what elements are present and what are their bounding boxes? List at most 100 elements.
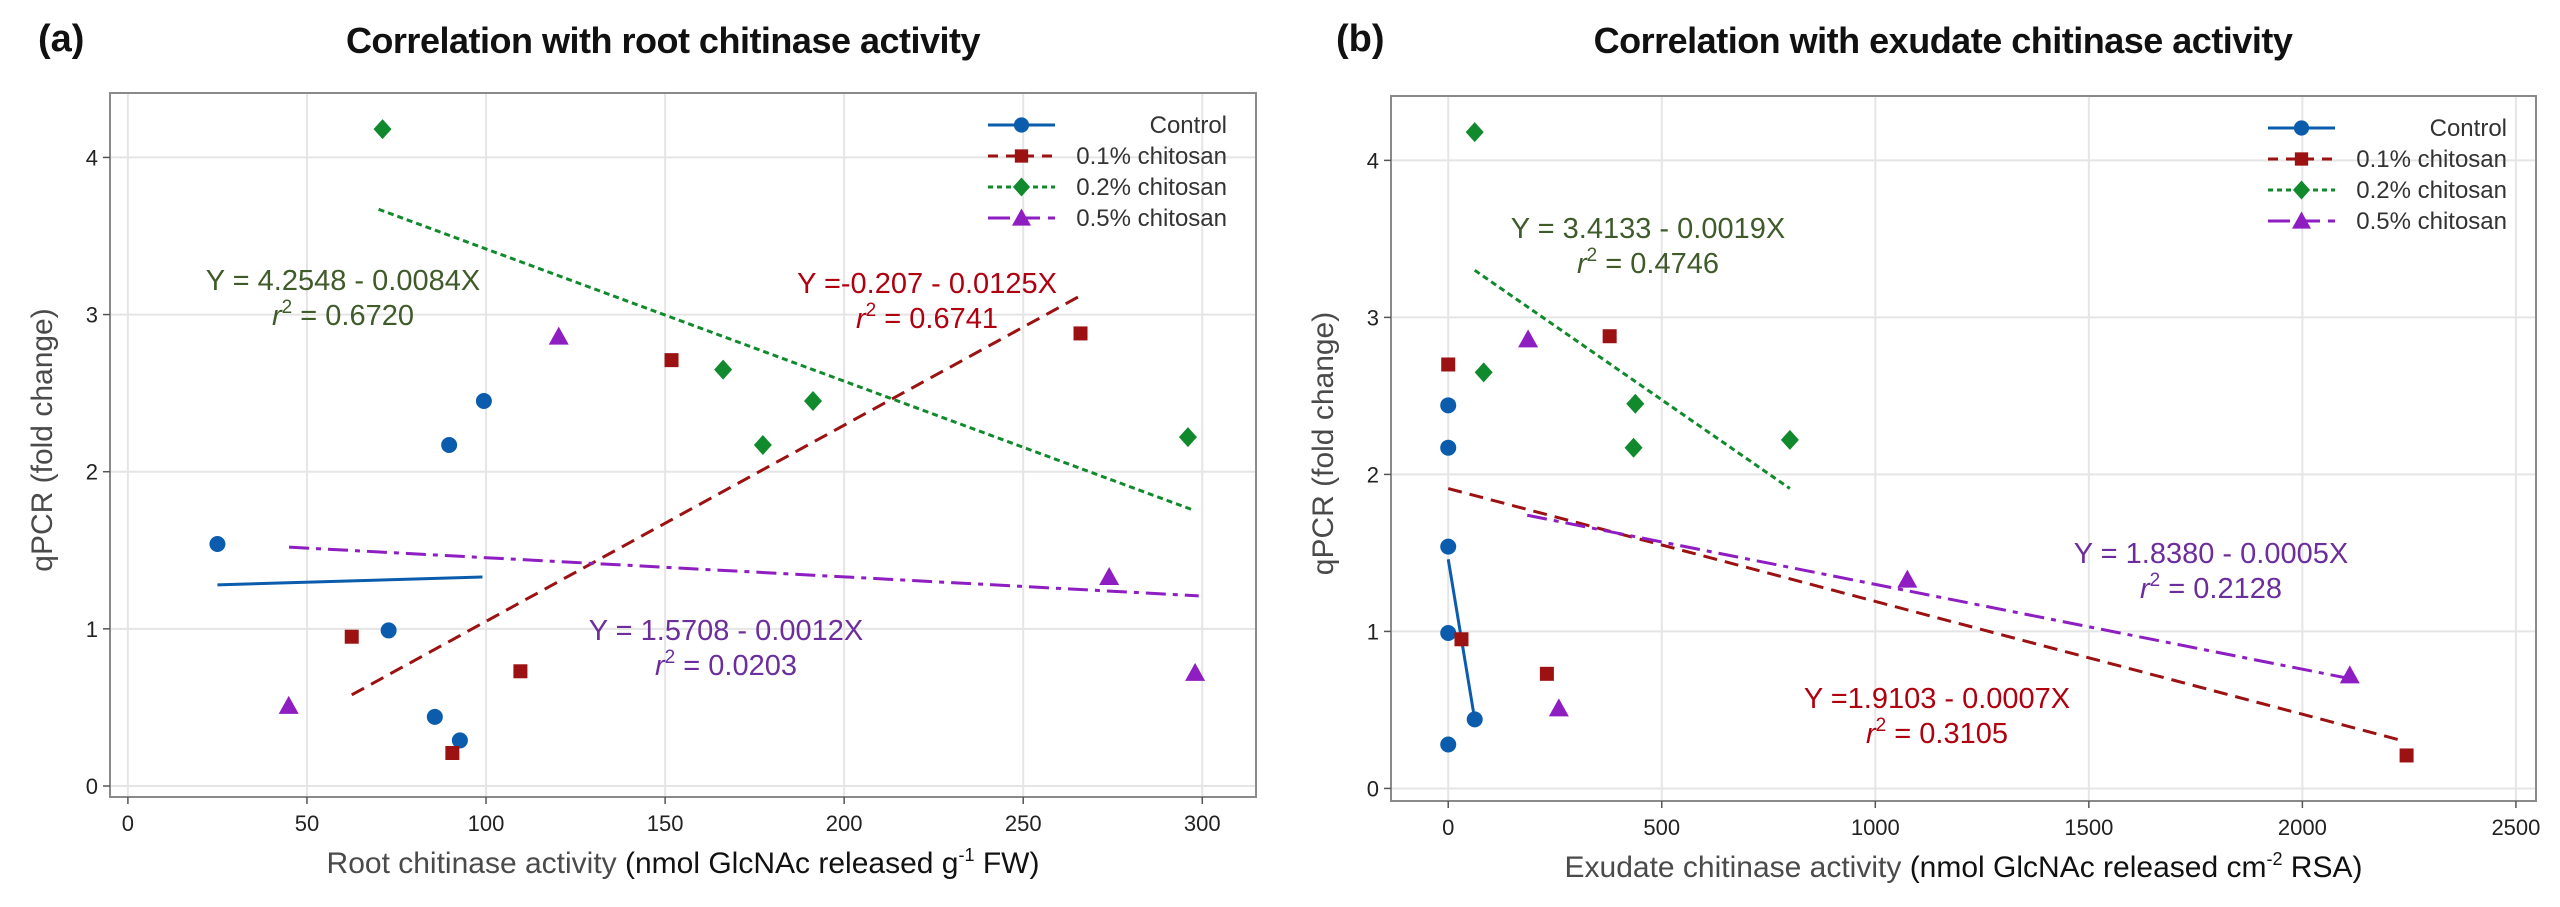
regression-equation: Y = 1.5708 - 0.0012X	[589, 615, 863, 647]
point-control	[1440, 397, 1457, 414]
point-control	[1466, 711, 1483, 728]
y-tick-label: 1	[86, 617, 98, 642]
legend-marker	[1013, 117, 1030, 133]
point-0-5-chitosan	[1518, 329, 1539, 348]
r-squared-label: r2 = 0.3105	[1866, 715, 2008, 750]
legend-label: 0.1% chitosan	[1076, 143, 1227, 170]
point-control	[1440, 736, 1457, 753]
regression-equation: Y = 1.8380 - 0.0005X	[2074, 538, 2348, 570]
point-0-1-chitosan	[664, 353, 679, 368]
r-squared-label: r2 = 0.2128	[2140, 570, 2282, 605]
trendline-0-2-chitosan	[1473, 269, 1791, 490]
point-0-1-chitosan	[445, 746, 460, 760]
legend-label: Control	[2430, 115, 2507, 142]
x-tick-label: 300	[1184, 811, 1221, 836]
point-0-2-chitosan	[803, 391, 822, 411]
point-0-1-chitosan	[2399, 748, 2414, 763]
point-0-2-chitosan	[1178, 427, 1197, 448]
r-squared-label: r2 = 0.4746	[1577, 245, 1719, 280]
legend-marker	[2292, 180, 2311, 200]
r-squared-label: r2 = 0.6741	[856, 300, 998, 335]
x-axis-title: Root chitinase activity (nmol GlcNAc rel…	[327, 845, 1040, 880]
point-control	[209, 536, 226, 552]
legend-label: Control	[1150, 112, 1227, 139]
point-0-5-chitosan	[548, 326, 569, 345]
panel-a-label: (a)	[38, 18, 85, 60]
regression-equation: Y = 3.4133 - 0.0019X	[1511, 213, 1785, 245]
point-0-2-chitosan	[1780, 429, 1799, 450]
x-tick-label: 500	[1643, 815, 1680, 840]
point-0-1-chitosan	[1441, 357, 1456, 372]
x-tick-label: 250	[1005, 811, 1042, 836]
point-control	[451, 732, 468, 749]
legend: Control 0.1% chitosan 0.2% chitosan 0.5% ch…	[988, 112, 1227, 232]
trendline-0-1-chitosan	[351, 294, 1082, 697]
x-tick-label: 150	[647, 811, 684, 836]
point-control	[1440, 538, 1457, 555]
y-tick-label: 3	[1367, 305, 1379, 330]
r-squared-label: r2 = 0.0203	[655, 647, 797, 682]
point-0-1-chitosan	[1602, 329, 1617, 344]
regression-equation: Y =-0.207 - 0.0125X	[797, 268, 1057, 300]
y-tick-label: 2	[86, 460, 98, 485]
regression-equation: Y = 4.2548 - 0.0084X	[206, 265, 480, 297]
point-0-5-chitosan	[2339, 665, 2360, 684]
legend-marker	[1012, 208, 1031, 226]
legend: Control 0.1% chitosan 0.2% chitosan 0.5% ch…	[2268, 115, 2507, 235]
x-tick-label: 100	[468, 811, 505, 836]
point-0-5-chitosan	[1185, 662, 1206, 681]
point-0-1-chitosan	[1454, 632, 1469, 647]
legend-label: 0.1% chitosan	[2356, 146, 2507, 173]
point-0-5-chitosan	[1897, 569, 1918, 588]
y-tick-label: 2	[1367, 462, 1379, 487]
point-0-5-chitosan	[1548, 698, 1569, 717]
point-control	[475, 393, 492, 409]
point-0-1-chitosan	[1539, 666, 1554, 681]
y-axis-title: qPCR (fold change)	[1307, 312, 1340, 575]
y-axis-title: qPCR (fold change)	[26, 308, 59, 571]
x-tick-label: 1000	[1851, 815, 1900, 840]
point-0-5-chitosan	[278, 695, 299, 714]
point-0-1-chitosan	[1073, 326, 1088, 341]
x-axis-title: Exudate chitinase activity (nmol GlcNAc …	[1565, 849, 2363, 884]
legend-label: 0.2% chitosan	[2356, 177, 2507, 204]
x-tick-label: 1500	[2064, 815, 2113, 840]
trendline-control	[217, 575, 483, 587]
y-tick-label: 1	[1367, 619, 1379, 644]
point-0-2-chitosan	[1465, 122, 1484, 143]
x-tick-label: 2000	[2278, 815, 2327, 840]
point-control	[441, 437, 458, 453]
panel-a-title: Correlation with root chitinase activity	[345, 20, 981, 61]
point-control	[426, 708, 443, 725]
legend-marker	[2292, 211, 2311, 229]
point-0-1-chitosan	[344, 629, 359, 644]
point-control	[1440, 439, 1457, 456]
x-tick-label: 0	[122, 811, 134, 836]
panel-b-label: (b)	[1336, 18, 1385, 60]
trendline-0-2-chitosan	[378, 207, 1193, 511]
legend-marker	[2293, 120, 2310, 136]
point-0-2-chitosan	[1626, 393, 1645, 414]
point-control	[1440, 624, 1457, 641]
point-0-2-chitosan	[1624, 437, 1643, 458]
y-tick-label: 0	[86, 774, 98, 799]
legend-marker	[1012, 177, 1031, 197]
point-0-2-chitosan	[1474, 362, 1493, 383]
y-tick-label: 3	[86, 303, 98, 328]
point-0-1-chitosan	[513, 664, 528, 679]
x-tick-label: 200	[826, 811, 863, 836]
point-0-5-chitosan	[1099, 567, 1120, 585]
y-tick-label: 4	[1367, 148, 1379, 173]
panel-b-title: Correlation with exudate chitinase activ…	[1593, 20, 2293, 61]
trendline-0-5-chitosan	[288, 545, 1199, 598]
point-0-2-chitosan	[714, 359, 733, 380]
x-tick-label: 2500	[2491, 815, 2540, 840]
point-0-2-chitosan	[753, 435, 772, 455]
legend-label: 0.2% chitosan	[1076, 174, 1227, 201]
legend-label: 0.5% chitosan	[2356, 208, 2507, 235]
x-tick-label: 0	[1442, 815, 1454, 840]
point-0-2-chitosan	[373, 119, 392, 140]
y-tick-label: 4	[86, 145, 98, 170]
